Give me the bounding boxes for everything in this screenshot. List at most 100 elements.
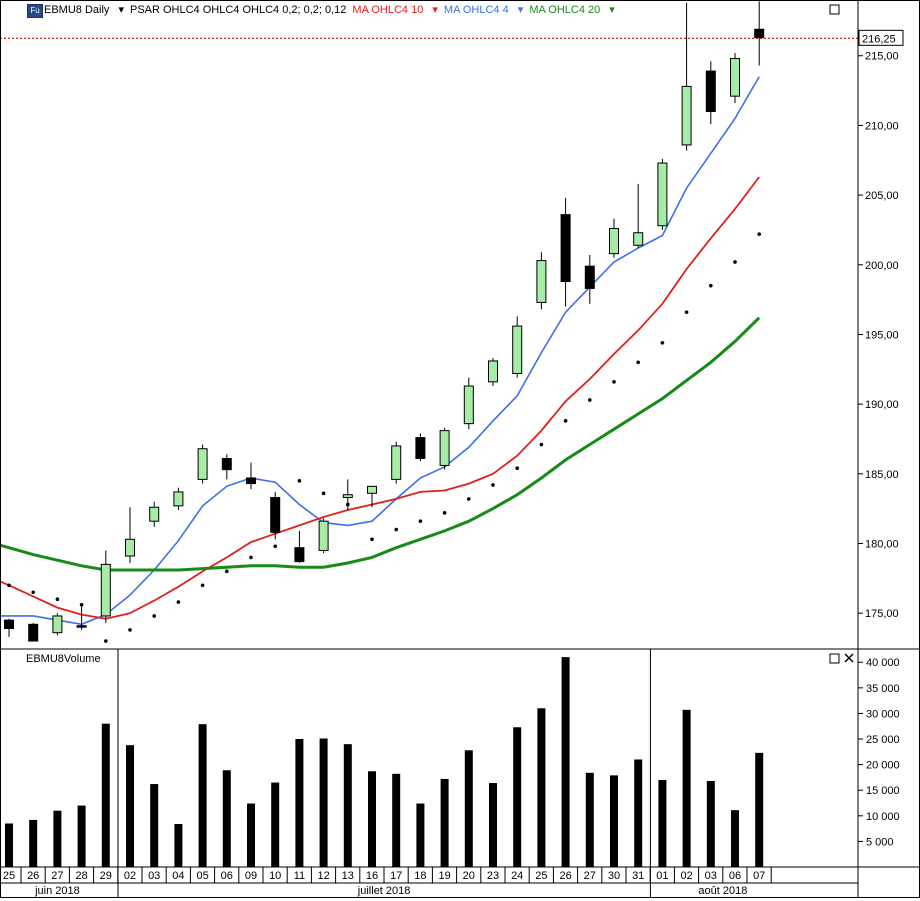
month-label: juin 2018 [34, 885, 80, 897]
price-tick-label: 210,00 [865, 120, 899, 132]
date-tick-label: 11 [294, 870, 305, 882]
candle-bull [439, 430, 450, 466]
volume-bar [101, 723, 110, 867]
price-tick-label: 200,00 [865, 260, 899, 272]
candle-bull [633, 232, 644, 246]
volume-bar [755, 752, 764, 867]
volume-bar [416, 803, 425, 867]
date-axis: 25 26 27 28 29 02 03 04 05 06 09 10 11 12 13 16 17 18 19 20… [3, 649, 772, 898]
date-tick-label: 25 [3, 870, 15, 882]
volume-bar [150, 784, 159, 867]
psar-dot [563, 419, 568, 423]
psar-dot [757, 232, 761, 236]
psar-dot [709, 283, 713, 288]
legend-ma10[interactable]: MA OHLC4 10 ▾ [352, 4, 438, 16]
psar-dot [104, 639, 108, 643]
legend-ma20[interactable]: MA OHLC4 20 ▾ [529, 4, 615, 16]
last-price-marker: 216,25 [0, 29, 904, 46]
psar-dot [370, 537, 374, 542]
price-tick-label: 190,00 [865, 399, 899, 411]
legend-psar[interactable]: PSAR OHLC4 OHLC4 OHLC4 0,2; 0,2; 0,12 [129, 3, 347, 16]
psar-dot [636, 360, 640, 365]
volume-tick-label: 30 000 [866, 708, 900, 720]
close-icon[interactable] [844, 653, 854, 663]
date-tick-label: 23 [487, 870, 499, 882]
legend-ma4-label: MA OHLC4 4 [443, 4, 509, 16]
price-tick-label: 175,00 [865, 608, 899, 620]
candle-bull [342, 494, 353, 498]
candle-bull [609, 228, 619, 255]
psar-dot [491, 483, 495, 487]
psar-dot [539, 442, 544, 447]
ma-line-4 [0, 76, 760, 626]
volume-maximize-icon[interactable] [829, 653, 840, 664]
date-tick-label: 18 [414, 870, 426, 882]
date-tick-label: 17 [390, 870, 402, 882]
date-tick-label: 06 [221, 870, 233, 882]
psar-dot [588, 398, 592, 402]
volume-bar [658, 779, 667, 867]
candle-bull [100, 563, 111, 617]
legend-ma4[interactable]: MA OHLC4 4 ▾ [443, 4, 524, 16]
legend-symbol-label: EBMU8 Daily [44, 4, 110, 16]
date-tick-label: 27 [51, 870, 63, 882]
volume-bar [295, 739, 304, 867]
volume-bar [319, 738, 328, 867]
date-tick-label: 19 [438, 870, 450, 882]
psar-dot [273, 544, 278, 549]
date-tick-label: 16 [366, 870, 378, 882]
candles [4, 1, 765, 642]
psar-dot [297, 478, 302, 483]
date-tick-label: 02 [680, 870, 692, 882]
volume-bar [537, 708, 546, 867]
candle-bull [463, 385, 474, 425]
psar-dot [200, 583, 205, 588]
volume-tick-label: 35 000 [866, 683, 900, 695]
month-label: juillet 2018 [357, 885, 411, 897]
psar-dot [733, 260, 737, 264]
candle-bear [415, 437, 426, 459]
volume-tick-label: 25 000 [866, 734, 900, 746]
volume-bar [731, 810, 739, 867]
candle-bull [318, 520, 329, 551]
maximize-icon[interactable] [829, 4, 840, 15]
psar-dot [321, 491, 326, 496]
date-tick-label: 04 [172, 870, 184, 882]
volume-bar [77, 805, 86, 867]
volume-bar [464, 750, 473, 867]
date-tick-label: 06 [729, 870, 741, 882]
volume-tick-label: 40 000 [866, 657, 900, 669]
date-tick-label: 03 [705, 870, 717, 882]
volume-bar [5, 823, 13, 867]
legend-symbol[interactable]: EBMU8 Daily ▾ [44, 4, 124, 16]
price-tick-label: 195,00 [865, 329, 899, 341]
date-tick-label: 31 [632, 870, 644, 882]
date-tick-label: 26 [27, 870, 39, 882]
volume-bar [585, 772, 594, 867]
psar-dot [684, 310, 689, 314]
candle-bull [657, 162, 668, 227]
candle-bull [730, 58, 740, 97]
volume-bar [368, 771, 376, 867]
date-tick-label: 12 [317, 870, 329, 882]
date-tick-label: 29 [100, 870, 112, 882]
candle-bull [173, 491, 184, 507]
date-tick-label: 20 [463, 870, 475, 882]
price-tick-label: 185,00 [865, 469, 899, 481]
candle-bear [246, 477, 256, 485]
psar-dot [128, 628, 132, 632]
price-tick-label: 205,00 [865, 190, 899, 202]
volume-tick-label: 5 000 [866, 836, 894, 848]
psar-dot [515, 466, 519, 471]
legend-ma10-label: MA OHLC4 10 [352, 4, 424, 16]
symbol-badge-icon[interactable]: Fu [27, 4, 43, 18]
ma-line-20 [0, 316, 761, 572]
price-tick-label: 180,00 [865, 538, 899, 550]
last-price-label: 216,25 [862, 33, 896, 45]
date-tick-label: 01 [656, 870, 668, 882]
date-tick-label: 03 [148, 870, 160, 882]
candle-bear [584, 265, 595, 289]
candle-bear [560, 214, 571, 282]
